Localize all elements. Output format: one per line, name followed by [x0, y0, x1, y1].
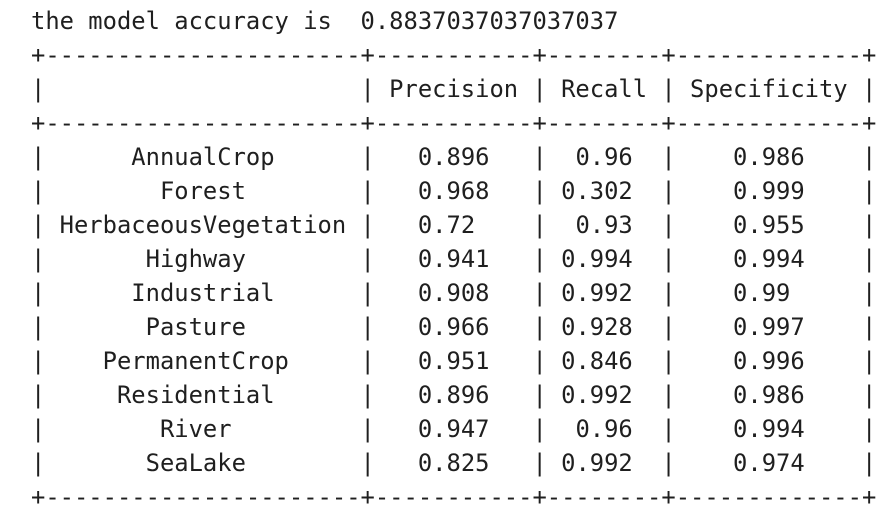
table-row: | Forest | 0.968 | 0.302 | 0.999 |: [31, 177, 877, 205]
cell-recall: 0.992: [546, 279, 662, 307]
cell-label: Pasture: [45, 313, 361, 341]
cell-label: Industrial: [45, 279, 361, 307]
cell-specificity: 0.996: [675, 347, 863, 375]
cell-specificity: 0.999: [675, 177, 863, 205]
cell-specificity: 0.994: [675, 415, 863, 443]
cell-recall: 0.992: [546, 449, 662, 477]
cell-precision: 0.947: [374, 415, 533, 443]
cell-label: HerbaceousVegetation: [45, 211, 361, 239]
cell-specificity: 0.986: [675, 381, 863, 409]
table-border-bottom: +----------------------+-----------+----…: [31, 483, 877, 511]
cell-recall: 0.302: [546, 177, 662, 205]
cell-specificity: 0.994: [675, 245, 863, 273]
table-row: | Pasture | 0.966 | 0.928 | 0.997 |: [31, 313, 877, 341]
console-output: the model accuracy is 0.8837037037037037…: [31, 4, 876, 514]
cell-precision: 0.896: [374, 143, 533, 171]
cell-recall: 0.96: [546, 143, 662, 171]
cell-recall: 0.992: [546, 381, 662, 409]
cell-precision: 0.968: [374, 177, 533, 205]
cell-precision: 0.941: [374, 245, 533, 273]
cell-label: Highway: [45, 245, 361, 273]
cell-precision: 0.966: [374, 313, 533, 341]
cell-precision: 0.72: [374, 211, 533, 239]
cell-specificity: 0.974: [675, 449, 863, 477]
table-header-row: | | Precision | Recall | Specificity |: [31, 75, 877, 103]
table-row: | Residential | 0.896 | 0.992 | 0.986 |: [31, 381, 877, 409]
cell-label: PermanentCrop: [45, 347, 361, 375]
cell-label: River: [45, 415, 361, 443]
cell-specificity: 0.99: [675, 279, 863, 307]
accuracy-line: the model accuracy is 0.8837037037037037: [31, 4, 876, 38]
table-header-separator: +----------------------+-----------+----…: [31, 109, 877, 137]
cell-precision: 0.908: [374, 279, 533, 307]
cell-label: Residential: [45, 381, 361, 409]
table-body: | AnnualCrop | 0.896 | 0.96 | 0.986 | | F…: [31, 140, 876, 480]
cell-precision: 0.825: [374, 449, 533, 477]
cell-recall: 0.994: [546, 245, 662, 273]
table-row: | SeaLake | 0.825 | 0.992 | 0.974 |: [31, 449, 877, 477]
table-row: | Industrial | 0.908 | 0.992 | 0.99 |: [31, 279, 877, 307]
cell-specificity: 0.955: [675, 211, 863, 239]
table-row: | River | 0.947 | 0.96 | 0.994 |: [31, 415, 877, 443]
cell-label: SeaLake: [45, 449, 361, 477]
accuracy-value: 0.8837037037037037: [360, 7, 619, 35]
cell-recall: 0.928: [546, 313, 662, 341]
cell-precision: 0.951: [374, 347, 533, 375]
table-row: | PermanentCrop | 0.951 | 0.846 | 0.996 …: [31, 347, 877, 375]
accuracy-label: the model accuracy is: [31, 7, 332, 35]
table-row: | HerbaceousVegetation | 0.72 | 0.93 | 0…: [31, 211, 877, 239]
cell-recall: 0.96: [546, 415, 662, 443]
cell-label: Forest: [45, 177, 361, 205]
cell-recall: 0.846: [546, 347, 662, 375]
table-row: | Highway | 0.941 | 0.994 | 0.994 |: [31, 245, 877, 273]
cell-recall: 0.93: [546, 211, 662, 239]
cell-specificity: 0.997: [675, 313, 863, 341]
table-border-top: +----------------------+-----------+----…: [31, 41, 877, 69]
cell-specificity: 0.986: [675, 143, 863, 171]
table-row: | AnnualCrop | 0.896 | 0.96 | 0.986 |: [31, 143, 877, 171]
cell-label: AnnualCrop: [45, 143, 361, 171]
cell-precision: 0.896: [374, 381, 533, 409]
